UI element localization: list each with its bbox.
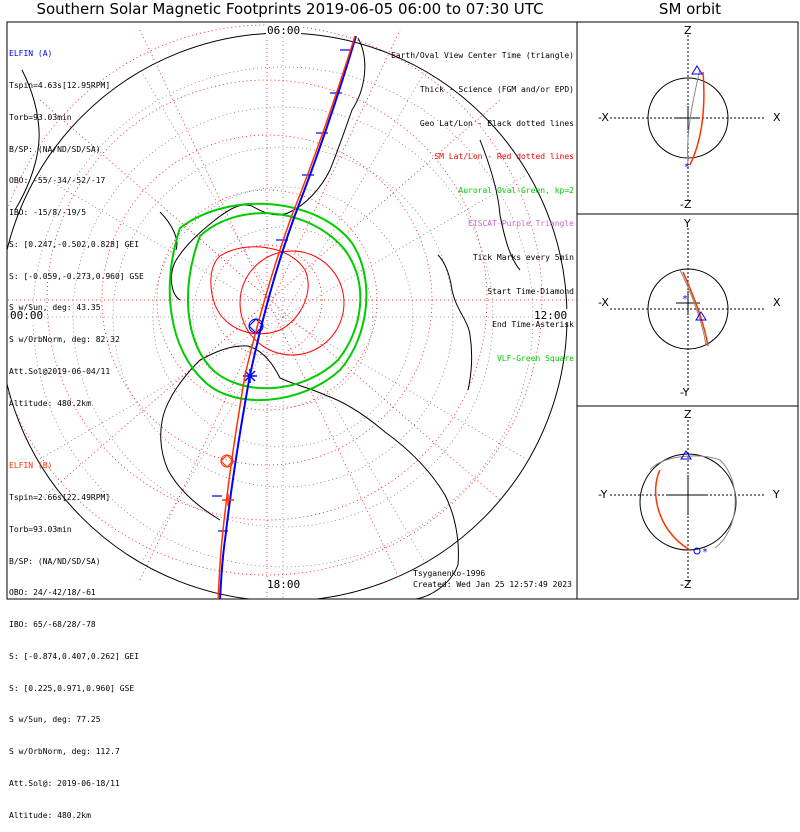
sm2-end-asterisk: * (682, 294, 688, 305)
sm1-bottom-label: -Z (680, 198, 692, 211)
sm-inner-circle (239, 250, 345, 356)
legend-item: End Time-Asterisk (492, 320, 574, 330)
auroral-oval-inner (187, 212, 362, 390)
legend-item: SM Lat/Lon - Red dotted lines (434, 152, 574, 162)
elfin-b-line: S w/OrbNorm, deg: 112.7 (9, 747, 120, 757)
legend-item: Earth/Oval View Center Time (triangle) (390, 51, 574, 61)
elfin-b-line: Tspin=2.66s[22.49RPM] (9, 492, 111, 502)
legend-item: VLF-Green Square (496, 353, 574, 363)
elfin-a-line: S w/OrbNorm, deg: 82.32 (9, 335, 120, 345)
sm3-right-label: Y (773, 488, 780, 501)
created-timestamp: Created: Wed Jan 25 12:57:49 2023 (413, 580, 572, 589)
sm3-top-label: Z (684, 408, 692, 421)
elfin-b-title: ELFIN (B) (9, 461, 53, 471)
legend-item: Auroral Oval-Green, kp=2 (458, 185, 574, 195)
sm1-left-label: -X (598, 111, 609, 124)
sm3-left-label: -Y (598, 488, 608, 501)
elfin-a-line: S: [-0.059,-0.273,0.960] GSE (9, 271, 144, 281)
elfin-a-line: Tspin=4.63s[12.95RPM] (9, 80, 111, 90)
legend: Earth/Oval View Center Time (triangle) T… (391, 28, 574, 375)
elfin-a-line: IBO: -15/8/-19/5 (9, 208, 87, 218)
legend-item: Thick - Science (FGM and/or EPD) (419, 85, 574, 94)
elfin-b-line: S: [-0.874,0.407,0.262] GEI (9, 651, 140, 661)
nz-coast (479, 139, 521, 271)
sm-pole-circle (210, 246, 309, 335)
sm1-end-asterisk: * (684, 162, 690, 173)
elfin-b-line: OBO: 24/-42/18/-61 (9, 588, 96, 598)
sm2-right-label: X (773, 296, 781, 309)
sm2-left-label: -X (598, 296, 609, 309)
legend-item: Start Time-Diamond (487, 286, 574, 296)
australia-coast (437, 254, 473, 391)
elfin-a-line: OBO: -55/-34/-52/-17 (9, 176, 106, 186)
elfin-b-line: Torb=93.03min (9, 524, 72, 534)
sm3-bottom-label: -Z (680, 578, 692, 591)
elfin-a-title: ELFIN (A) (9, 49, 53, 59)
elfin-b-center-marker (220, 454, 234, 468)
elfin-a-line: Altitude: 480.2km (9, 398, 91, 408)
mlt-label-left: 00:00 (9, 309, 45, 322)
elfin-a-line: S w/Sun, deg: 43.35 (9, 303, 101, 313)
africa-coast (14, 69, 40, 211)
sm1-right-label: X (773, 111, 781, 124)
elfin-a-track (212, 35, 357, 599)
legend-item: EISCAT-Purple Triangle (468, 219, 574, 229)
elfin-a-info: ELFIN (A) Tspin=4.63s[12.95RPM] Torb=93.… (9, 28, 144, 420)
sm-orbit-panel-1: * (610, 35, 766, 200)
mlt-label-right: 12:00 (533, 309, 569, 322)
mlt-label-bottom: 18:00 (266, 578, 302, 591)
elfin-b-line: IBO: 65/-68/28/-78 (9, 620, 96, 630)
antarctica-west-coast (160, 359, 221, 521)
elfin-b-line: Altitude: 480.2km (9, 810, 91, 820)
plot-title: Southern Solar Magnetic Footprints 2019-… (36, 0, 544, 18)
legend-item: Tick Marks every 5min (472, 252, 574, 262)
elfin-b-end-asterisk (222, 494, 234, 506)
elfin-b-line: Att.Sol@: 2019-06-18/11 (9, 779, 120, 788)
elfin-a-line: Att.Sol@2019-06-04/11 (9, 367, 111, 376)
mlt-label-top: 06:00 (266, 24, 302, 37)
sm2-bottom-label: -Y (680, 386, 690, 399)
elfin-a-line: S: [0.247,-0.502,0.828] GEI (9, 239, 140, 249)
model-credit: Tsyganenko-1996 (413, 569, 486, 578)
elfin-b-line: B/SP: (NA/ND/SD/SA) (9, 556, 101, 566)
south-america-coast (170, 37, 366, 301)
elfin-b-track (217, 35, 356, 599)
sm1-top-label: Z (684, 24, 692, 37)
sm3-end-asterisk: * (702, 547, 708, 558)
sm-panel-border (576, 21, 799, 600)
legend-item: Geo Lat/Lon - Black dotted lines (419, 118, 574, 128)
elfin-b-line: S: [0.225,0.971,0.960] GSE (9, 683, 135, 693)
sm-orbit-panel-3: * (610, 420, 766, 585)
sm-orbit-panel-2: * (610, 228, 766, 392)
elfin-a-line: B/SP: (NA/ND/SD/SA) (9, 144, 101, 154)
elfin-b-line: S w/Sun, deg: 77.25 (9, 715, 101, 725)
footprint-figure: * * * (6, 21, 799, 600)
south-america-tip (159, 211, 178, 251)
polar-map (7, 22, 577, 599)
sm-grid (7, 22, 577, 599)
sm2-top-label: Y (684, 217, 691, 230)
elfin-b-info: ELFIN (B) Tspin=2.66s[22.49RPM] Torb=93.… (9, 440, 139, 832)
sm-orbit-title: SM orbit (658, 0, 722, 18)
elfin-a-line: Torb=93.03min (9, 112, 72, 122)
